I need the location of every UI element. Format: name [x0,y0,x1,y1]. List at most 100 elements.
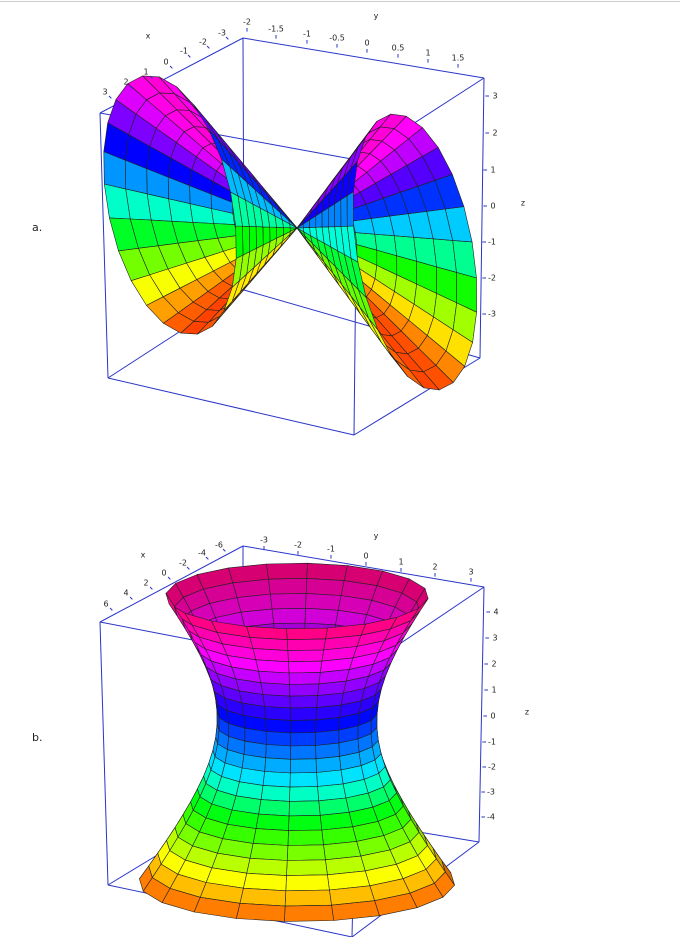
x-tick [129,596,133,600]
surface-patch [304,607,339,626]
surface-patch [290,732,316,747]
surface-patch [286,844,326,861]
x-axis-label: x [146,32,151,41]
surface-patch [262,771,291,788]
surface-patch [315,742,340,760]
x-tick-label: -4 [198,549,206,558]
bounding-box-edge [242,545,485,588]
z-axis-label: z [525,708,529,717]
surface-patch [340,195,348,227]
surface-patch [228,563,269,584]
surface-patch [243,872,287,892]
x-tick-label: 2 [123,78,128,87]
z-tick-label: 3 [492,634,497,643]
x-tick [222,548,226,552]
x-tick [167,576,171,580]
z-tick-label: 2 [491,660,496,669]
x-tick-label: 0 [161,569,166,578]
x-tick [149,75,153,79]
z-tick-label: -2 [488,274,496,283]
x-tick-label: 1 [143,68,148,77]
surface-patch [268,577,308,595]
surface-patch [266,562,308,580]
bounding-box-edge [99,545,244,623]
surface-patch [289,786,320,802]
z-tick-label: 4 [493,608,498,617]
y-tick-label: -2 [294,541,302,550]
surface-patch [249,226,257,252]
x-tick [205,556,209,560]
x-tick-label: -2 [199,38,207,47]
surface-patch [305,593,342,611]
y-tick-label: -1.5 [268,25,284,34]
surface-patch [284,889,332,907]
surface-patch [334,199,342,227]
z-tick-label: -1 [488,238,496,247]
z-tick-label: -2 [488,763,496,772]
x-tick-label: -3 [218,29,226,38]
surface-patch [255,813,290,831]
y-tick-label: 0 [363,552,368,561]
x-tick [225,36,229,40]
x-tick [108,95,112,99]
y-tick-label: -3 [260,536,268,545]
bounding-box-edge [107,377,355,436]
y-tick-label: 2 [432,563,437,572]
x-tick [187,54,191,58]
x-tick [169,65,173,69]
surface-patch [260,682,291,697]
surface-patch [246,857,288,876]
surface-patch [235,225,244,259]
surface-patch [305,577,345,596]
z-tick-label: 0 [490,712,495,721]
y-tick-label: -0.5 [329,34,345,43]
bounding-box-edge [99,112,109,379]
z-axis-label: z [521,199,525,208]
surface-patch [239,887,287,907]
surface-patch [264,706,291,721]
x-tick [129,85,133,89]
surface-patch [289,772,318,788]
bounding-box-edge [99,621,109,886]
surface-patch [258,799,290,817]
surface-patch [269,593,307,610]
surface-patch [230,191,243,227]
surface-patch [289,707,318,721]
y-tick-label: -1 [303,30,311,39]
y-axis-label: y [374,532,379,541]
z-tick-label: -1 [488,738,496,747]
surface-patch [265,731,291,747]
surface-patch [290,719,317,734]
surface-patch [260,785,291,802]
x-tick-label: 4 [123,589,128,598]
surface-patch [258,670,290,685]
surface-patch [289,758,317,774]
z-tick-label: 3 [492,92,497,101]
panel-label: a. [32,221,42,234]
surface-patch [290,745,317,760]
y-tick-label: 3 [468,568,473,577]
x-tick-label: 3 [102,88,107,97]
x-tick-label: -1 [180,47,188,56]
surface-patch [262,226,271,246]
x-axis-label: x [141,551,146,560]
y-axis-label: y [374,12,379,21]
surface-patch [264,757,291,774]
x-tick-label: -2 [179,559,187,568]
z-tick-label: 1 [490,166,495,175]
surface-patch [255,659,290,674]
surface-patch [252,828,289,846]
panel-label: b. [32,731,42,744]
x-tick-label: 0 [163,58,168,67]
y-tick-label: 0 [364,39,369,48]
surface-patch [289,683,320,697]
surface-patch [271,607,306,624]
x-tick [109,607,113,611]
surface-patch [284,904,335,922]
surface-patch [265,744,291,760]
y-tick-label: 0.5 [392,44,405,53]
surface-patch [346,191,354,227]
z-tick-label: 1 [491,686,496,695]
z-tick-label: -3 [487,788,495,797]
